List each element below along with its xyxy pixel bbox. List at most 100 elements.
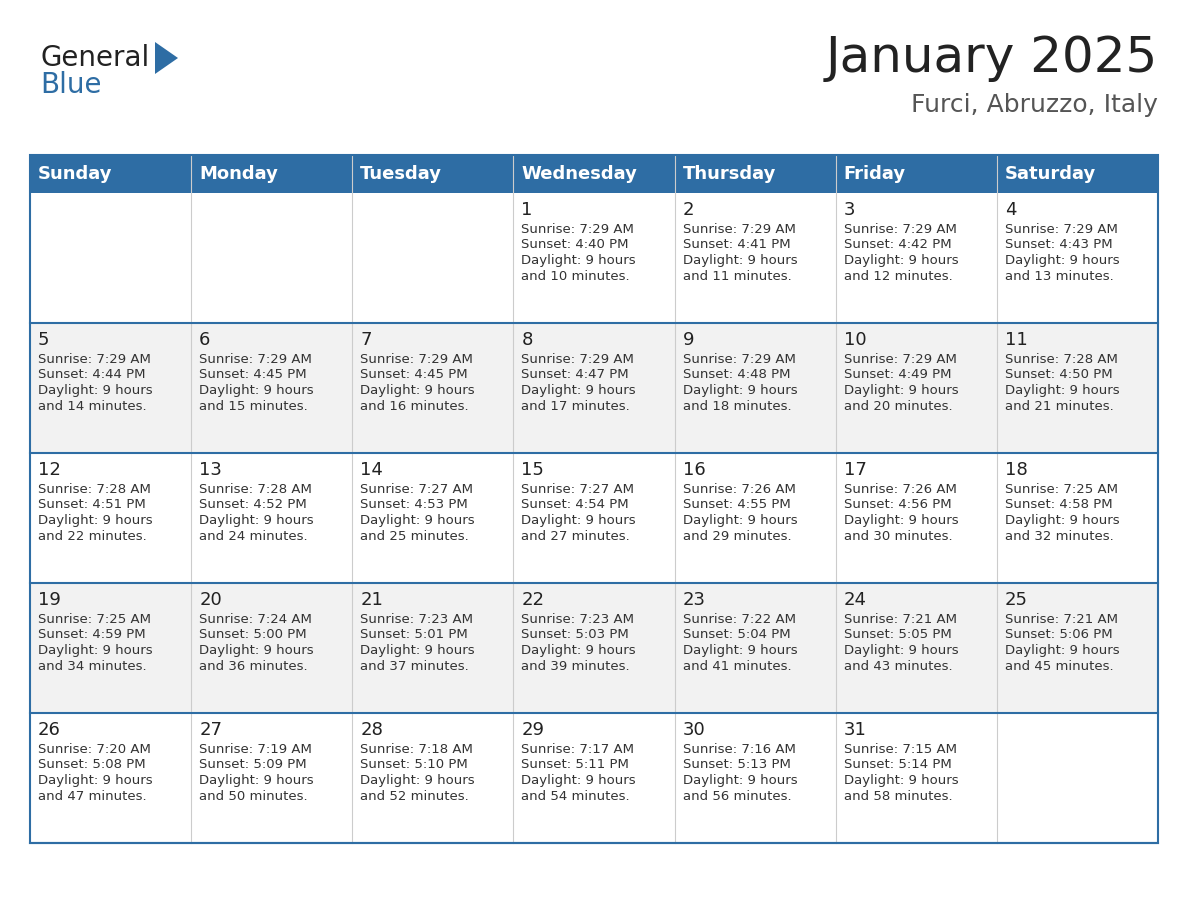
Text: and 15 minutes.: and 15 minutes. [200,399,308,412]
Text: and 50 minutes.: and 50 minutes. [200,789,308,802]
Text: Sunrise: 7:27 AM: Sunrise: 7:27 AM [522,483,634,496]
Text: and 10 minutes.: and 10 minutes. [522,270,630,283]
Text: Sunrise: 7:21 AM: Sunrise: 7:21 AM [843,613,956,626]
Text: Sunrise: 7:25 AM: Sunrise: 7:25 AM [38,613,151,626]
Text: 27: 27 [200,721,222,739]
Text: Sunset: 4:47 PM: Sunset: 4:47 PM [522,368,630,382]
Text: Sunset: 4:49 PM: Sunset: 4:49 PM [843,368,952,382]
Text: Daylight: 9 hours: Daylight: 9 hours [200,384,314,397]
Text: Sunrise: 7:23 AM: Sunrise: 7:23 AM [522,613,634,626]
Text: Sunrise: 7:21 AM: Sunrise: 7:21 AM [1005,613,1118,626]
Text: Sunset: 5:08 PM: Sunset: 5:08 PM [38,758,146,771]
Text: Sunset: 5:06 PM: Sunset: 5:06 PM [1005,629,1112,642]
Text: Daylight: 9 hours: Daylight: 9 hours [843,514,959,527]
Text: Furci, Abruzzo, Italy: Furci, Abruzzo, Italy [911,93,1158,117]
Text: and 22 minutes.: and 22 minutes. [38,530,147,543]
Text: Sunrise: 7:26 AM: Sunrise: 7:26 AM [843,483,956,496]
Text: Sunrise: 7:16 AM: Sunrise: 7:16 AM [683,743,796,756]
Text: Sunrise: 7:29 AM: Sunrise: 7:29 AM [522,353,634,366]
Text: and 52 minutes.: and 52 minutes. [360,789,469,802]
Text: and 27 minutes.: and 27 minutes. [522,530,630,543]
Text: Sunset: 4:43 PM: Sunset: 4:43 PM [1005,239,1112,252]
Text: Sunrise: 7:22 AM: Sunrise: 7:22 AM [683,613,796,626]
Bar [30,583,1158,713]
Text: Daylight: 9 hours: Daylight: 9 hours [683,254,797,267]
Text: 16: 16 [683,461,706,479]
Text: Daylight: 9 hours: Daylight: 9 hours [843,774,959,787]
Text: Sunset: 5:14 PM: Sunset: 5:14 PM [843,758,952,771]
Text: 15: 15 [522,461,544,479]
Text: 6: 6 [200,331,210,349]
Text: 3: 3 [843,201,855,219]
Text: Sunset: 4:45 PM: Sunset: 4:45 PM [200,368,307,382]
Text: 1: 1 [522,201,532,219]
Polygon shape [154,42,178,74]
Text: Sunrise: 7:29 AM: Sunrise: 7:29 AM [360,353,473,366]
Text: Sunrise: 7:17 AM: Sunrise: 7:17 AM [522,743,634,756]
Text: 25: 25 [1005,591,1028,609]
Text: 28: 28 [360,721,384,739]
Text: and 36 minutes.: and 36 minutes. [200,659,308,673]
Text: and 43 minutes.: and 43 minutes. [843,659,953,673]
Text: Sunrise: 7:29 AM: Sunrise: 7:29 AM [843,223,956,236]
Text: Sunset: 5:01 PM: Sunset: 5:01 PM [360,629,468,642]
Text: Sunrise: 7:28 AM: Sunrise: 7:28 AM [1005,353,1118,366]
Text: Daylight: 9 hours: Daylight: 9 hours [522,774,636,787]
Text: Sunset: 4:41 PM: Sunset: 4:41 PM [683,239,790,252]
Text: Sunset: 4:55 PM: Sunset: 4:55 PM [683,498,790,511]
Bar [30,155,1158,843]
Text: Sunset: 4:45 PM: Sunset: 4:45 PM [360,368,468,382]
Text: Daylight: 9 hours: Daylight: 9 hours [522,254,636,267]
Text: and 20 minutes.: and 20 minutes. [843,399,953,412]
Text: Sunset: 5:13 PM: Sunset: 5:13 PM [683,758,790,771]
Text: Sunset: 5:05 PM: Sunset: 5:05 PM [843,629,952,642]
Text: and 25 minutes.: and 25 minutes. [360,530,469,543]
Text: 29: 29 [522,721,544,739]
Text: Daylight: 9 hours: Daylight: 9 hours [38,644,152,657]
Text: and 47 minutes.: and 47 minutes. [38,789,146,802]
Text: 24: 24 [843,591,867,609]
Text: and 12 minutes.: and 12 minutes. [843,270,953,283]
Text: Daylight: 9 hours: Daylight: 9 hours [843,644,959,657]
Text: Sunset: 4:54 PM: Sunset: 4:54 PM [522,498,630,511]
Text: Sunrise: 7:28 AM: Sunrise: 7:28 AM [200,483,312,496]
Bar [30,155,1158,193]
Text: Daylight: 9 hours: Daylight: 9 hours [843,254,959,267]
Text: Sunset: 4:58 PM: Sunset: 4:58 PM [1005,498,1112,511]
Text: Daylight: 9 hours: Daylight: 9 hours [683,644,797,657]
Text: Daylight: 9 hours: Daylight: 9 hours [683,774,797,787]
Text: Daylight: 9 hours: Daylight: 9 hours [360,384,475,397]
Bar [30,193,1158,323]
Text: Daylight: 9 hours: Daylight: 9 hours [200,774,314,787]
Text: and 24 minutes.: and 24 minutes. [200,530,308,543]
Text: Sunset: 5:03 PM: Sunset: 5:03 PM [522,629,630,642]
Text: Daylight: 9 hours: Daylight: 9 hours [843,384,959,397]
Text: Daylight: 9 hours: Daylight: 9 hours [38,514,152,527]
Text: Sunrise: 7:29 AM: Sunrise: 7:29 AM [200,353,312,366]
Text: Sunset: 5:11 PM: Sunset: 5:11 PM [522,758,630,771]
Text: 23: 23 [683,591,706,609]
Text: Sunrise: 7:20 AM: Sunrise: 7:20 AM [38,743,151,756]
Text: 20: 20 [200,591,222,609]
Text: Sunrise: 7:25 AM: Sunrise: 7:25 AM [1005,483,1118,496]
Text: Sunrise: 7:19 AM: Sunrise: 7:19 AM [200,743,312,756]
Text: Sunrise: 7:18 AM: Sunrise: 7:18 AM [360,743,473,756]
Text: Daylight: 9 hours: Daylight: 9 hours [522,644,636,657]
Text: 9: 9 [683,331,694,349]
Text: Thursday: Thursday [683,165,776,183]
Text: and 34 minutes.: and 34 minutes. [38,659,146,673]
Text: January 2025: January 2025 [826,34,1158,82]
Text: 19: 19 [38,591,61,609]
Text: 26: 26 [38,721,61,739]
Text: and 37 minutes.: and 37 minutes. [360,659,469,673]
Text: and 16 minutes.: and 16 minutes. [360,399,469,412]
Text: Sunset: 4:52 PM: Sunset: 4:52 PM [200,498,307,511]
Text: Sunset: 4:51 PM: Sunset: 4:51 PM [38,498,146,511]
Text: 4: 4 [1005,201,1017,219]
Text: Sunset: 5:00 PM: Sunset: 5:00 PM [200,629,307,642]
Text: Daylight: 9 hours: Daylight: 9 hours [1005,514,1119,527]
Text: Sunrise: 7:23 AM: Sunrise: 7:23 AM [360,613,473,626]
Text: 5: 5 [38,331,50,349]
Text: Sunrise: 7:29 AM: Sunrise: 7:29 AM [1005,223,1118,236]
Text: Sunrise: 7:29 AM: Sunrise: 7:29 AM [683,223,796,236]
